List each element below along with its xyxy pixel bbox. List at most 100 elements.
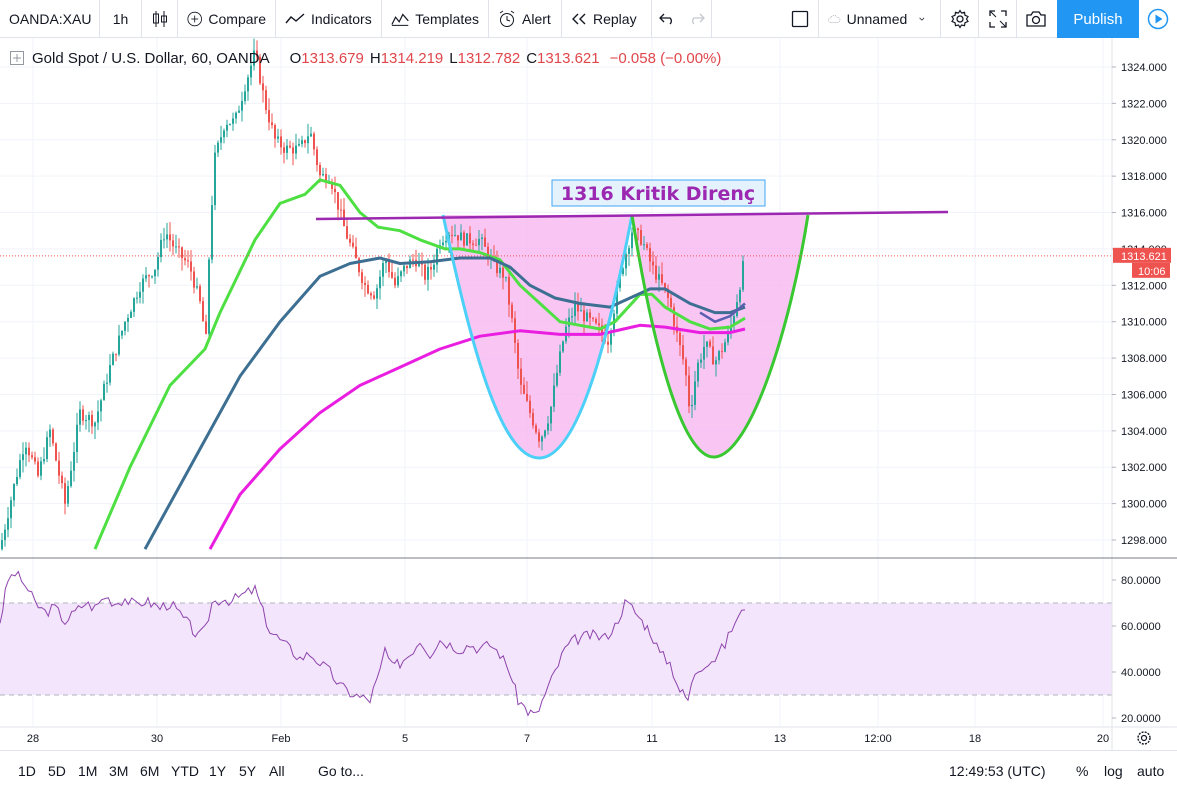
chart-type-button[interactable] (142, 0, 178, 38)
candle-body (256, 50, 258, 57)
legend-l-label: L (449, 49, 458, 67)
bottom-toolbar: 1D 5D 1M 3M 6M YTD 1Y 5Y All Go to... 12:49:53 (… (0, 750, 1177, 791)
range-button-all[interactable]: All (269, 763, 285, 779)
candle-body (259, 56, 261, 84)
chart-area[interactable]: 1316 Kritik Direnç 1298.000 1300.000 1302.… (0, 38, 1177, 750)
undo-button[interactable] (652, 0, 682, 38)
candle-body (679, 332, 681, 346)
candle-body (628, 248, 630, 254)
candle-body (682, 345, 684, 360)
candle-body (349, 238, 351, 243)
indicators-button[interactable]: Indicators (276, 0, 382, 38)
axis-settings-gear-icon[interactable] (1137, 731, 1151, 745)
ma-fast-line (93, 178, 746, 550)
range-button-3m[interactable]: 3M (109, 763, 129, 779)
candle-body (499, 267, 501, 274)
log-toggle[interactable]: log (1104, 763, 1123, 779)
range-button-1m[interactable]: 1M (78, 763, 98, 779)
utc-clock[interactable]: 12:49:53 (UTC) (949, 763, 1046, 779)
candle-body (334, 188, 336, 193)
fullscreen-toggle-button[interactable] (782, 0, 819, 38)
templates-button[interactable]: Templates (382, 0, 489, 38)
snapshot-button[interactable] (1017, 0, 1055, 38)
candle-body (535, 425, 537, 433)
candle-body (442, 242, 444, 246)
candle-body (739, 289, 741, 303)
ma-mid-line (143, 256, 746, 550)
play-button[interactable] (1139, 0, 1177, 38)
cup-pattern-right-fill (632, 215, 808, 458)
candle-body (478, 238, 480, 246)
candle-body (625, 253, 627, 269)
candle-body (742, 261, 744, 290)
range-button-5d[interactable]: 5D (48, 763, 66, 779)
candle-body (211, 205, 213, 260)
range-button-6m[interactable]: 6M (140, 763, 160, 779)
settings-button[interactable] (941, 0, 979, 38)
candle-body (121, 330, 123, 336)
candle-body (508, 276, 510, 305)
candle-body (505, 276, 507, 278)
candle-body (352, 242, 354, 247)
alert-button[interactable]: Alert (489, 0, 562, 38)
range-button-ytd[interactable]: YTD (171, 763, 199, 779)
candle-body (406, 265, 408, 269)
cup-pattern-right-outline (630, 214, 810, 459)
price-pane[interactable]: 1316 Kritik Direnç (0, 38, 1112, 551)
auto-toggle[interactable]: auto (1137, 763, 1165, 779)
candle-body (574, 303, 576, 317)
compare-button[interactable]: Compare (178, 0, 276, 38)
candle-body (436, 248, 438, 265)
candle-body (520, 368, 522, 385)
candle-body (145, 275, 147, 279)
legend-title: Gold Spot / U.S. Dollar, 60, OANDA (32, 49, 270, 67)
candle-body (400, 271, 402, 277)
replay-button[interactable]: Replay (562, 0, 652, 38)
candle-body (730, 325, 732, 332)
candle-body (313, 133, 315, 150)
templates-icon (391, 12, 409, 26)
symbol-label: OANDA:XAU (9, 10, 92, 27)
goto-button[interactable]: Go to... (318, 763, 364, 779)
candle-body (13, 484, 15, 501)
candle-body (529, 400, 531, 414)
countdown-badge-text: 10:06 (1138, 266, 1166, 278)
candle-body (541, 436, 543, 442)
candle-body (7, 518, 9, 530)
candle-body (697, 362, 699, 382)
candle-body (253, 50, 255, 66)
candle-body (355, 246, 357, 259)
candle-body (289, 145, 291, 148)
candle-body (652, 261, 654, 266)
range-button-1y[interactable]: 1Y (209, 763, 227, 779)
rsi-pane[interactable] (0, 570, 1112, 717)
rewind-icon (572, 13, 586, 24)
legend-open: 1313.679 (301, 49, 364, 67)
candle-body (526, 393, 528, 401)
candle-body (616, 287, 618, 314)
percent-toggle[interactable]: % (1076, 763, 1089, 779)
expand-legend-icon[interactable] (10, 51, 24, 65)
candle-body (154, 269, 156, 277)
fullscreen-button[interactable] (979, 0, 1017, 38)
range-button-5y[interactable]: 5Y (239, 763, 257, 779)
candle-body (721, 351, 723, 353)
candle-body (700, 359, 702, 363)
resistance-line[interactable] (315, 210, 949, 221)
redo-button[interactable] (682, 0, 712, 38)
rsi-tick-label: 80.0000 (1121, 575, 1161, 587)
candle-body (427, 266, 429, 280)
candle-body (220, 137, 222, 143)
candle-body (592, 317, 594, 319)
symbol-search[interactable]: OANDA:XAU (0, 0, 100, 38)
layout-name-button[interactable]: Unnamed (819, 0, 941, 38)
resistance-annotation[interactable]: 1316 Kritik Direnç (551, 179, 766, 207)
candle-body (46, 437, 48, 460)
publish-button[interactable]: Publish (1057, 0, 1139, 38)
legend-change: −0.058 (−0.00%) (609, 49, 722, 67)
range-button-1d[interactable]: 1D (18, 763, 36, 779)
time-tick-label: 18 (969, 733, 981, 745)
interval-button[interactable]: 1h (100, 0, 142, 38)
candle-body (139, 291, 141, 298)
price-tick-label: 1308.000 (1121, 353, 1167, 365)
